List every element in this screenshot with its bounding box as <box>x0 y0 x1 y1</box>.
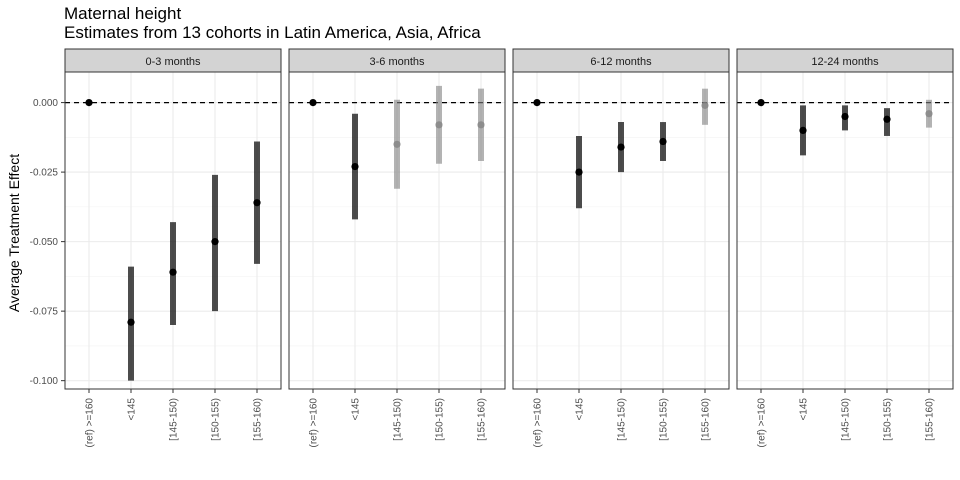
y-tick-label: -0.050 <box>30 237 59 248</box>
estimate-point <box>477 121 485 129</box>
estimate-point <box>85 98 93 107</box>
y-tick-label: -0.100 <box>30 376 59 387</box>
estimate-point <box>533 98 541 107</box>
x-tick-label: <145 <box>575 398 586 421</box>
chart-subtitle: Estimates from 13 cohorts in Latin Ameri… <box>64 23 481 42</box>
facet-strip <box>736 48 954 73</box>
x-tick-label: (ref) >=160 <box>309 398 320 448</box>
x-tick-label: <145 <box>351 398 362 421</box>
y-tick-label: -0.025 <box>30 168 59 179</box>
x-tick-label: [150-155) <box>659 398 670 441</box>
y-tick-label: -0.075 <box>30 307 59 318</box>
x-tick-label: (ref) >=160 <box>533 398 544 448</box>
facet-strip-label: 0-3 months <box>145 56 201 68</box>
x-tick-label: [145-150) <box>841 398 852 441</box>
x-tick-label: [155-160) <box>253 398 264 441</box>
x-tick-label: [155-160) <box>701 398 712 441</box>
estimate-point <box>435 121 443 129</box>
x-tick-label: [145-150) <box>393 398 404 441</box>
facet-strip-label: 6-12 months <box>590 56 652 68</box>
x-tick-label: [145-150) <box>617 398 628 441</box>
x-tick-label: [155-160) <box>477 398 488 441</box>
estimate-point <box>701 101 709 109</box>
estimate-point <box>617 143 625 151</box>
estimate-point <box>169 268 177 276</box>
estimate-point <box>127 318 135 326</box>
y-tick-label: 0.000 <box>33 98 58 109</box>
x-tick-label: (ref) >=160 <box>85 398 96 448</box>
x-tick-label: [150-155) <box>211 398 222 441</box>
estimate-point <box>883 115 891 123</box>
estimate-point <box>841 112 849 121</box>
estimate-point <box>253 199 261 207</box>
facet-strip-label: 12-24 months <box>811 56 879 68</box>
estimate-point <box>351 162 359 171</box>
x-tick-label: [150-155) <box>883 398 894 441</box>
x-tick-label: [145-150) <box>169 398 180 441</box>
estimate-point <box>211 238 219 246</box>
chart-title: Maternal height <box>64 4 182 23</box>
x-tick-label: <145 <box>799 398 810 421</box>
x-tick-label: [150-155) <box>435 398 446 441</box>
facet-strip <box>512 48 730 73</box>
estimate-point <box>799 126 807 134</box>
estimate-point <box>659 137 667 146</box>
facet-strip <box>288 48 506 73</box>
facet-strip <box>64 48 282 73</box>
estimate-point <box>925 110 933 118</box>
estimate-point <box>575 168 583 176</box>
x-tick-label: [155-160) <box>925 398 936 441</box>
estimate-point <box>757 98 765 107</box>
x-tick-label: (ref) >=160 <box>757 398 768 448</box>
facet-strip-label: 3-6 months <box>369 56 425 68</box>
estimate-point <box>309 98 317 107</box>
x-tick-label: <145 <box>127 398 138 421</box>
estimate-point <box>393 140 401 148</box>
